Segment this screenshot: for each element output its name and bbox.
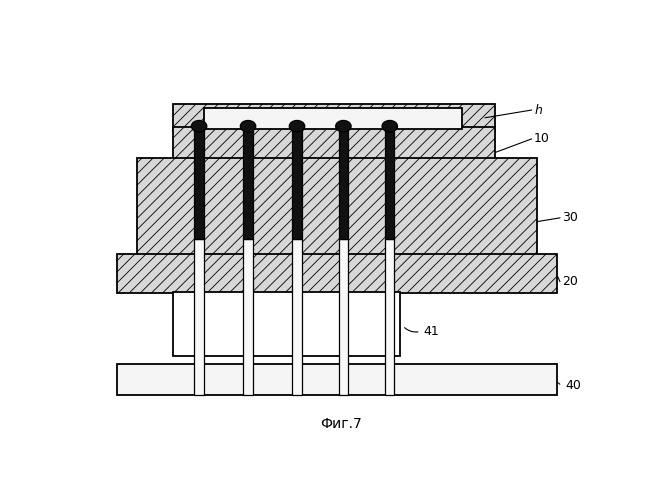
Circle shape	[382, 120, 398, 132]
Bar	[385, 239, 394, 395]
Bar	[116, 254, 557, 293]
Circle shape	[240, 120, 256, 132]
Circle shape	[289, 120, 305, 132]
Bar	[204, 108, 462, 130]
Bar	[194, 239, 203, 395]
Bar	[116, 364, 557, 395]
Bar	[137, 158, 537, 256]
Text: 30: 30	[563, 212, 579, 224]
Bar	[385, 128, 394, 239]
Bar	[174, 104, 495, 131]
Circle shape	[192, 120, 207, 132]
Bar	[243, 128, 253, 239]
Bar	[174, 128, 495, 168]
Bar	[174, 292, 400, 356]
Circle shape	[336, 120, 351, 132]
Bar	[293, 128, 302, 239]
Bar	[194, 128, 203, 239]
Bar	[338, 128, 348, 239]
Text: 10: 10	[534, 132, 550, 145]
Bar	[243, 239, 253, 395]
Bar	[293, 239, 302, 395]
Text: h: h	[534, 104, 542, 117]
Text: 41: 41	[424, 325, 439, 338]
Text: 20: 20	[563, 275, 579, 288]
Text: Фиг.7: Фиг.7	[320, 417, 362, 431]
Text: 40: 40	[565, 379, 581, 392]
Bar	[338, 239, 348, 395]
